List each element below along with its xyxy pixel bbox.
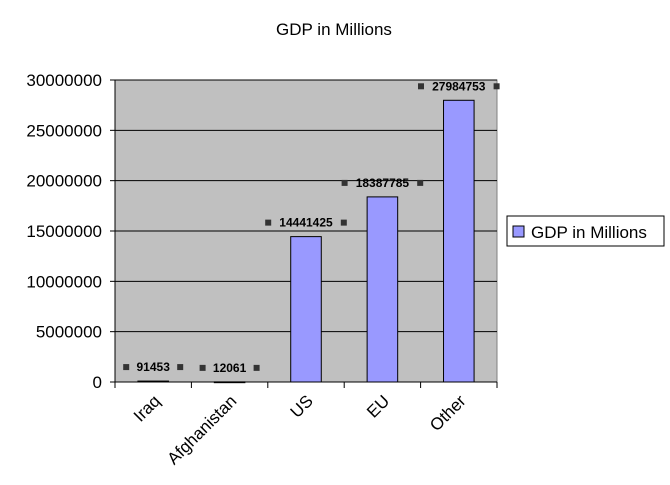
data-label-eu: 18387785 bbox=[356, 176, 410, 190]
x-tick-label-eu: EU bbox=[363, 391, 393, 421]
legend: GDP in Millions bbox=[506, 215, 665, 247]
legend-box bbox=[506, 215, 665, 247]
x-tick-label-afghanistan: Afghanistan bbox=[163, 391, 240, 468]
data-label-afghanistan: 12061 bbox=[213, 361, 247, 375]
y-axis-ticks: 0 5000000 10000000 15000000 20000000 25000000… bbox=[26, 71, 102, 392]
bar-eu bbox=[366, 196, 399, 383]
data-label-us: 14441425 bbox=[279, 216, 333, 230]
data-label-other: 27984753 bbox=[432, 79, 486, 93]
data-label-marker bbox=[123, 364, 130, 371]
y-tick-label: 10000000 bbox=[26, 272, 102, 291]
legend-entry-gdp: GDP in Millions bbox=[531, 223, 647, 242]
y-tick-label: 0 bbox=[93, 373, 102, 392]
bar-other bbox=[443, 99, 475, 383]
data-label-iraq: 91453 bbox=[137, 360, 171, 374]
bars bbox=[137, 99, 475, 384]
y-tick-label: 20000000 bbox=[26, 172, 102, 191]
data-label-marker bbox=[493, 83, 500, 90]
grid-lines bbox=[115, 79, 497, 333]
data-label-marker bbox=[253, 364, 260, 371]
data-label-marker bbox=[417, 179, 424, 186]
bar-us bbox=[290, 236, 322, 383]
data-labels: 91453 12061 14441425 18387785 27984753 bbox=[123, 79, 500, 375]
data-label-marker bbox=[418, 83, 424, 90]
legend-swatch bbox=[512, 225, 525, 238]
x-tick-label-iraq: Iraq bbox=[130, 391, 164, 425]
chart-title: GDP in Millions bbox=[276, 20, 392, 39]
data-label-marker bbox=[340, 219, 347, 226]
y-tick-label: 15000000 bbox=[26, 222, 102, 241]
data-label-marker bbox=[265, 219, 272, 226]
x-tick-label-us: US bbox=[287, 391, 317, 421]
axes bbox=[110, 79, 498, 388]
y-tick-label: 25000000 bbox=[26, 121, 102, 140]
y-tick-label: 5000000 bbox=[36, 323, 102, 342]
x-tick-label-other: Other bbox=[426, 391, 470, 435]
data-label-marker bbox=[341, 179, 348, 186]
data-label-marker bbox=[177, 364, 184, 371]
y-tick-label: 30000000 bbox=[26, 71, 102, 90]
data-label-marker bbox=[199, 364, 206, 371]
x-axis-ticks: Iraq Afghanistan US EU Other bbox=[130, 391, 470, 468]
